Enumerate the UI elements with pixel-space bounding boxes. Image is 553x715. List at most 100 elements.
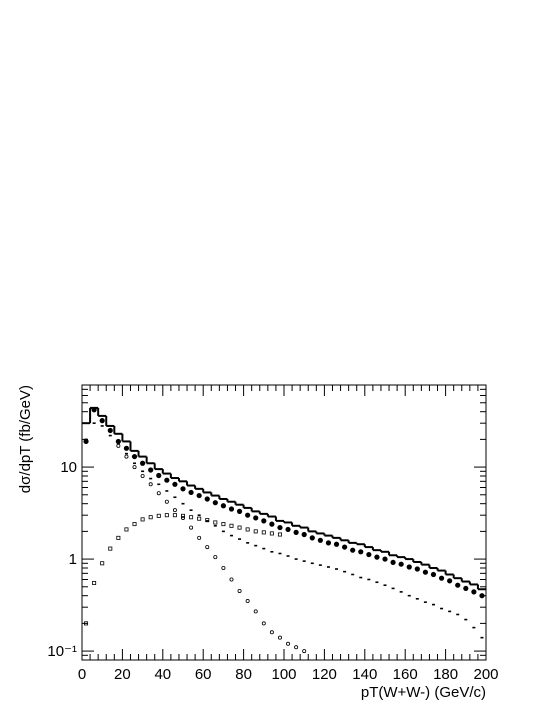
point	[245, 527, 250, 532]
point	[464, 618, 468, 621]
point	[140, 517, 145, 522]
point	[407, 594, 411, 597]
point	[116, 443, 121, 448]
point	[455, 582, 461, 588]
point	[358, 549, 364, 555]
point	[84, 621, 89, 626]
point	[197, 514, 201, 516]
y-tick-label: 10⁻¹	[47, 643, 77, 660]
point	[286, 641, 291, 646]
point	[326, 566, 330, 568]
point	[108, 434, 112, 437]
point	[414, 566, 420, 572]
point	[440, 607, 444, 610]
x-tick-label: 160	[393, 666, 418, 683]
point	[172, 513, 177, 518]
point	[221, 522, 226, 527]
point	[205, 545, 210, 550]
point	[157, 483, 161, 486]
point	[399, 591, 403, 593]
x-tick-label: 200	[473, 666, 498, 683]
point	[100, 561, 105, 566]
point	[270, 550, 274, 553]
point	[359, 576, 363, 579]
point	[228, 506, 235, 512]
point	[205, 518, 210, 523]
point	[165, 490, 169, 492]
point	[269, 531, 274, 536]
point	[286, 555, 290, 557]
point	[342, 544, 348, 550]
point	[124, 452, 128, 455]
point	[148, 467, 154, 473]
point	[197, 535, 202, 540]
point	[164, 477, 170, 483]
point	[302, 649, 307, 654]
x-tick-label: 40	[154, 666, 171, 683]
point	[148, 482, 153, 487]
point	[335, 568, 339, 570]
point	[398, 561, 404, 567]
x-tick-label: 180	[433, 666, 458, 683]
point	[245, 512, 251, 518]
point	[197, 516, 202, 521]
point	[430, 571, 437, 578]
point	[180, 515, 185, 520]
point	[293, 529, 299, 535]
point	[132, 465, 137, 470]
point	[374, 554, 380, 560]
point	[156, 491, 161, 496]
point	[237, 525, 242, 530]
point	[92, 580, 97, 585]
point	[261, 518, 267, 524]
point	[108, 546, 113, 551]
point	[253, 529, 258, 534]
point	[375, 581, 379, 584]
point	[91, 407, 97, 413]
point	[406, 564, 412, 570]
point	[189, 515, 194, 520]
point	[246, 542, 250, 544]
point	[116, 535, 121, 540]
point	[463, 585, 469, 592]
point	[124, 454, 129, 459]
point	[277, 524, 283, 531]
point	[221, 530, 225, 533]
point	[294, 645, 299, 650]
x-tick-label: 100	[271, 666, 296, 683]
point	[367, 578, 371, 581]
point	[107, 427, 113, 434]
point	[213, 524, 217, 527]
point	[318, 564, 322, 566]
point	[92, 422, 96, 424]
point	[391, 587, 395, 590]
point	[238, 538, 242, 540]
point	[141, 470, 145, 473]
point	[431, 603, 435, 606]
point	[221, 565, 226, 570]
point	[278, 552, 282, 555]
x-tick-label: 120	[312, 666, 337, 683]
point	[262, 547, 266, 550]
point	[254, 544, 258, 547]
point	[285, 526, 291, 533]
point	[236, 508, 243, 514]
point	[132, 522, 137, 527]
point	[123, 445, 130, 451]
point	[423, 601, 427, 603]
point	[253, 609, 258, 614]
point	[350, 547, 356, 553]
point	[180, 513, 185, 518]
point	[310, 562, 314, 565]
x-axis-label: pT(W+W-) (GeV/c)	[361, 684, 486, 701]
x-tick-label: 20	[114, 666, 131, 683]
point	[196, 492, 202, 499]
point	[156, 472, 162, 479]
point	[277, 635, 282, 640]
x-tick-label: 60	[195, 666, 212, 683]
point	[181, 502, 185, 505]
point	[448, 610, 452, 613]
point	[149, 477, 153, 480]
point	[383, 584, 387, 587]
